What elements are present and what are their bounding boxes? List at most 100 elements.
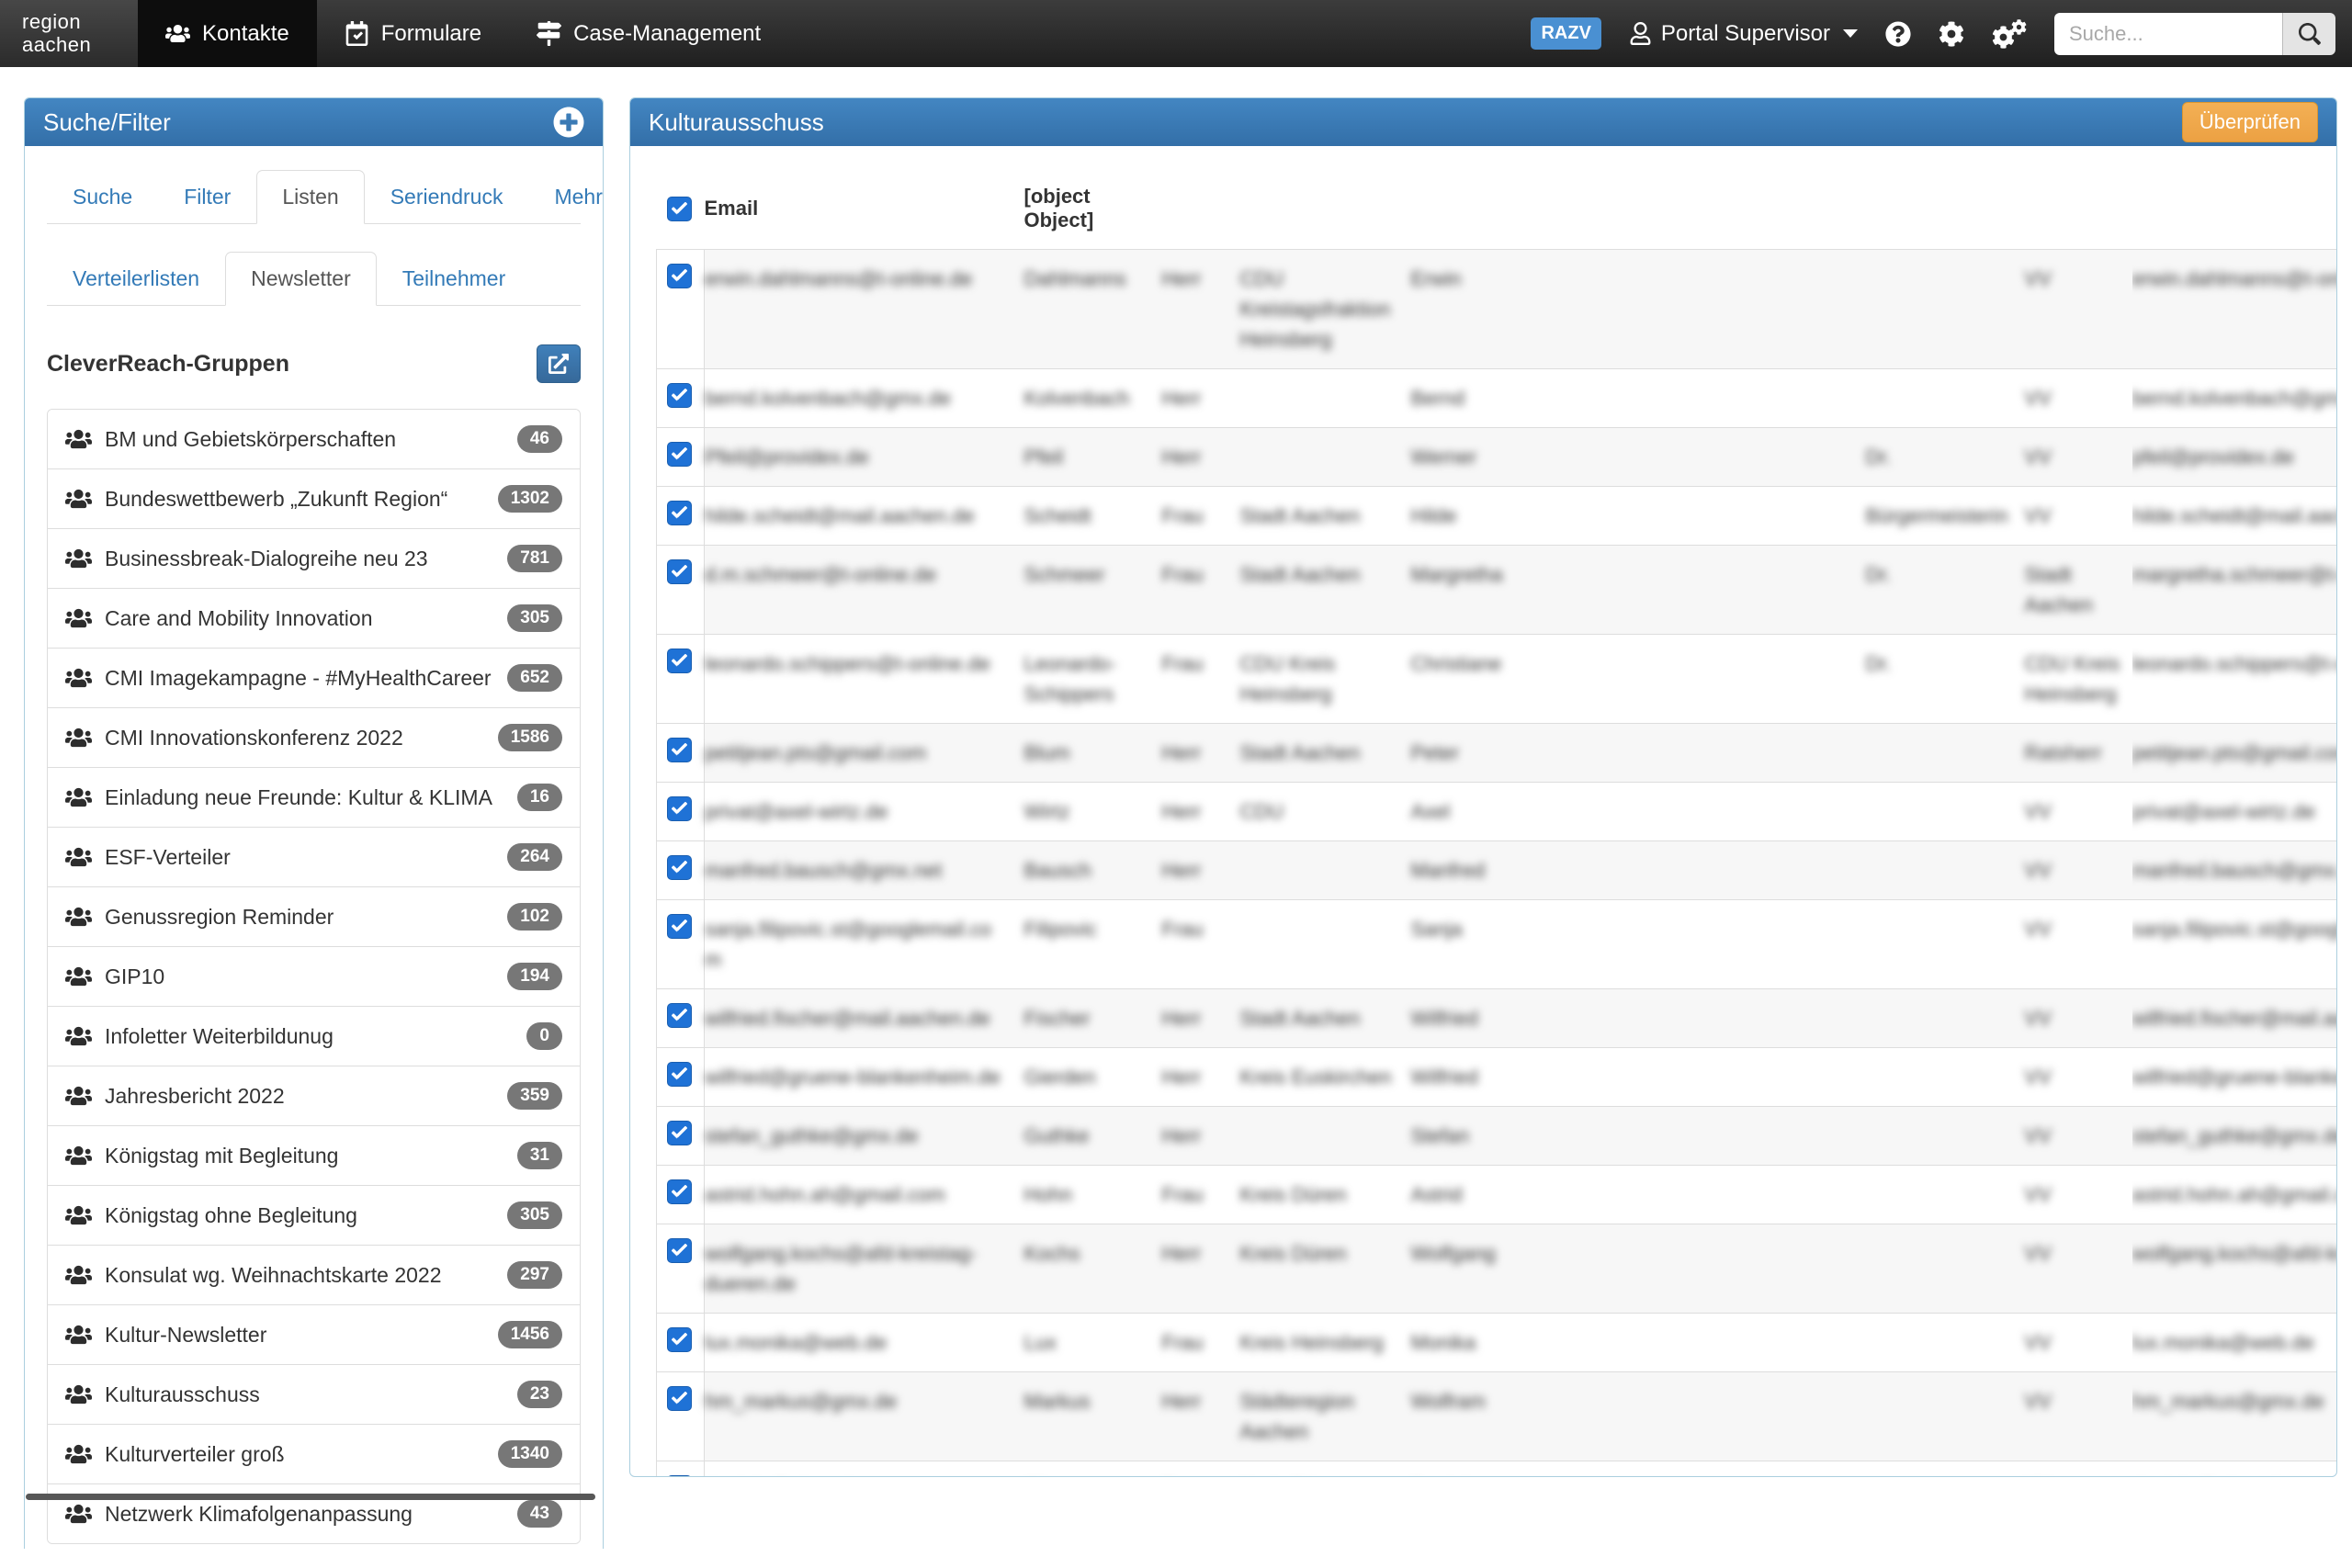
row-checkbox[interactable] [667,738,692,762]
subtab-item[interactable]: Verteilerlisten [47,252,225,306]
table-row[interactable]: hilde.scheidt@mail.aachen.de Scheidt Fra… [656,486,2337,546]
group-list-item[interactable]: CMI Imagekampagne - #MyHealthCareer 652 [48,648,580,707]
cell-name: Guthke [1023,1106,1162,1166]
tab-item[interactable]: Listen [256,170,365,224]
group-list-item[interactable]: BM und Gebietskörperschaften 46 [48,410,580,468]
table-row[interactable]: bernd.kolvenbach@gmx.de Kolvenbach Herr … [656,368,2336,428]
row-checkbox[interactable] [667,649,692,673]
search-input[interactable] [2054,12,2282,55]
app-logo[interactable]: region aachen [0,0,138,67]
table-row[interactable]: daniela@oktar.de Oktar Frau Kreis Düren … [656,1461,2336,1477]
horizontal-scrollbar[interactable] [26,1494,595,1500]
table-row[interactable]: petitjean.pts@gmail.com Blum Herr Stadt … [656,723,2336,783]
row-checkbox[interactable] [667,264,692,288]
nav-item-case-management[interactable]: Case-Management [509,0,788,67]
row-checkbox[interactable] [667,914,692,939]
group-list-item[interactable]: Kulturausschuss 23 [48,1364,580,1424]
table-row[interactable]: stefan_guthke@gmx.de Guthke Herr Stefan … [656,1106,2336,1166]
group-list-item[interactable]: Netzwerk Klimafolgenanpassung 43 [48,1483,580,1543]
chevron-down-icon [1843,29,1858,38]
cogs-icon[interactable] [1992,18,2027,49]
group-list-item[interactable]: GIP10 194 [48,946,580,1006]
row-checkbox[interactable] [667,1475,692,1476]
subtab-item[interactable]: Teilnehmer [377,252,532,306]
group-list-item[interactable]: Care and Mobility Innovation 305 [48,588,580,648]
group-list-item[interactable]: Kulturverteiler groß 1340 [48,1424,580,1483]
table-row[interactable]: Pfeil@providex.de Pfeil Herr Werner Dr. … [656,427,2336,487]
table-row[interactable]: sanja.filipovic.st@googlemail.com Filipo… [656,899,2336,989]
row-select-cell [656,1106,705,1166]
verify-button[interactable]: Überprüfen [2181,102,2318,142]
column-header[interactable]: [object Object] [1023,185,1094,231]
calendar-check-icon [345,21,368,46]
group-list-item[interactable]: Infoletter Weiterbildunug 0 [48,1006,580,1066]
subtab-label[interactable]: Newsletter [225,252,377,306]
table-row[interactable]: lux.monika@web.de Lux Frau Kreis Heinsbe… [656,1313,2336,1372]
row-checkbox[interactable] [667,855,692,880]
gear-icon[interactable] [1939,20,1964,47]
help-icon[interactable] [1885,20,1911,47]
group-list-item[interactable]: Businessbreak-Dialogreihe neu 23 781 [48,528,580,588]
add-button[interactable] [553,107,584,138]
nav-item-label: Kontakte [202,20,289,46]
tab-label[interactable]: Mehr [554,185,603,209]
group-list-item[interactable]: Genussregion Reminder 102 [48,886,580,946]
group-label: Care and Mobility Innovation [105,605,373,630]
group-list-item[interactable]: Kultur-Newsletter 1456 [48,1304,580,1364]
row-checkbox[interactable] [667,1121,692,1145]
group-list-item[interactable]: CMI Innovationskonferenz 2022 1586 [48,707,580,767]
row-checkbox[interactable] [667,559,692,584]
group-list-item[interactable]: Konsulat wg. Weihnachtskarte 2022 297 [48,1245,580,1304]
tab-item[interactable]: Mehr [528,170,628,224]
row-checkbox[interactable] [667,501,692,525]
table-row[interactable]: erwin.dahlmanns@t-online.de Dahlmanns He… [656,249,2336,369]
row-checkbox[interactable] [667,383,692,408]
tab-label[interactable]: Seriendruck [390,185,503,209]
table-row[interactable]: astrid.hohn.ah@gmail.com Hohn Frau Kreis… [656,1165,2336,1224]
cell-e-mail: pfeil@providex.de [2132,427,2336,487]
row-checkbox[interactable] [667,1238,692,1263]
tab-label[interactable]: Listen [256,170,365,224]
group-list-item[interactable]: ESF-Verteiler 264 [48,827,580,886]
search-button[interactable] [2282,12,2335,55]
nav-item-formulare[interactable]: Formulare [317,0,509,67]
row-checkbox[interactable] [667,1003,692,1028]
tab-item[interactable]: Seriendruck [365,170,529,224]
open-external-button[interactable] [537,344,581,383]
cell-e-mail: hilde.scheidt@mail.aachen.de [2132,504,2337,527]
tab-label[interactable]: Filter [184,185,232,209]
group-list-item[interactable]: Jahresbericht 2022 359 [48,1066,580,1125]
subtab-label[interactable]: Teilnehmer [401,266,506,290]
cell-name: Hohn [1023,1183,1073,1206]
table-row[interactable]: hm_markus@gmx.de Markus Herr Städteregio… [656,1371,2336,1461]
group-list-item[interactable]: Einladung neue Freunde: Kultur & KLIMA 1… [48,767,580,827]
nav-item-kontakte[interactable]: Kontakte [138,0,317,67]
subtab-item[interactable]: Newsletter [225,252,377,306]
row-checkbox[interactable] [667,1327,692,1352]
tab-item[interactable]: Filter [158,170,256,224]
group-count-badge: 23 [516,1381,562,1408]
subtab-label[interactable]: Verteilerlisten [73,266,200,290]
table-row[interactable]: wolfgang.kochs@afd-kreistag-dueren.de Ko… [656,1224,2336,1314]
table-row[interactable]: privat@axel-wirtz.de Wirtz Herr CDU Axel… [656,782,2336,841]
select-all-checkbox[interactable] [666,196,692,221]
group-list-item[interactable]: Königstag ohne Begleitung 305 [48,1185,580,1245]
tab-label[interactable]: Suche [73,185,133,209]
table-row[interactable]: wilfried.fischer@mail.aachen.de Fischer … [656,988,2336,1048]
row-checkbox[interactable] [667,1062,692,1087]
row-checkbox[interactable] [667,442,692,467]
group-list-item[interactable]: Königstag mit Begleitung 31 [48,1125,580,1185]
table-row[interactable]: manfred.bausch@gmx.net Bausch Herr Manfr… [656,840,2336,900]
table-row[interactable]: d.m.schmeer@t-online.de Schmeer Frau Sta… [656,545,2336,635]
group-list-item[interactable]: Bundeswettbewerb „Zukunft Region“ 1302 [48,468,580,528]
tab-item[interactable]: Suche [47,170,158,224]
row-checkbox[interactable] [667,796,692,821]
row-checkbox[interactable] [667,1386,692,1411]
table-row[interactable]: wilfried@gruene-blankenheim.de Gierden H… [656,1047,2336,1107]
row-checkbox[interactable] [667,1179,692,1204]
cell-email: hm_markus@gmx.de [704,1371,1024,1461]
table-row[interactable]: leonardo.schippers@t-online.de Leonardo-… [656,634,2336,724]
user-menu[interactable]: Portal Supervisor [1629,21,1858,47]
cell-titel [1866,1461,2025,1477]
column-header-email[interactable]: Email [704,197,759,220]
